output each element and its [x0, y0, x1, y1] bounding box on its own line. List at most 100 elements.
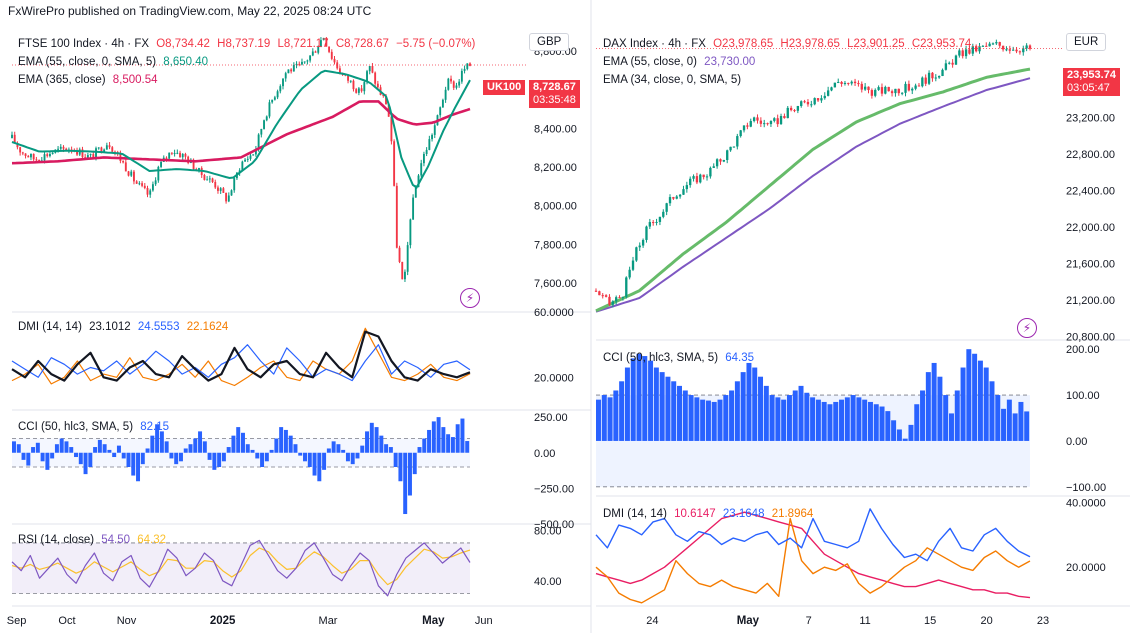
ftse-candle: [154, 180, 157, 185]
ftse-candle: [260, 128, 263, 135]
dax-candle: [1018, 51, 1022, 53]
dax-candle: [672, 197, 675, 199]
ftse-candle: [244, 159, 247, 162]
ftse-cci-bar: [159, 431, 164, 453]
dax-dmi-adx-line: [595, 511, 1031, 599]
ftse-cci-bar: [307, 452, 312, 467]
dax-cci-bar: [694, 397, 700, 441]
dax-cci-bar: [1018, 401, 1024, 441]
dax-cci-bar: [711, 401, 717, 441]
dax-candle: [638, 245, 641, 248]
dax-ytick-label: 22,800.00: [1066, 149, 1115, 161]
ftse-candle: [21, 152, 24, 154]
dax-cci-bar: [1006, 399, 1012, 441]
dax-cci-bar: [781, 399, 787, 441]
dax-cci-bar: [839, 399, 845, 441]
ftse-candle: [347, 74, 349, 81]
ftse-dmi-adx-line: [11, 330, 471, 382]
ftse-cci-ytick-label: 0.00: [534, 448, 555, 460]
ftse-rsi-legend: RSI (14, close) 54.50 64.32: [18, 531, 170, 549]
ftse-candle: [460, 70, 463, 82]
ftse-candle: [11, 134, 13, 139]
ftse-currency-button[interactable]: GBP: [529, 33, 570, 51]
dax-candle: [719, 159, 722, 162]
ftse-symbol-tag: UK100: [483, 80, 526, 95]
dax-ytick-label: 21,600.00: [1066, 258, 1115, 270]
dax-cci-value: 64.35: [725, 352, 755, 364]
ftse-low: L8,721.17: [277, 38, 329, 50]
ftse-candle: [46, 154, 49, 157]
ftse-cci-bar: [436, 417, 441, 453]
ftse-cci-bar: [365, 431, 370, 453]
dax-candle: [732, 146, 736, 148]
ftse-candle: [271, 99, 274, 103]
ftse-xtick-label: Mar: [319, 615, 338, 627]
dax-candle: [847, 82, 850, 84]
ftse-candle: [97, 147, 100, 149]
ftse-bolt-icon[interactable]: ⚡: [460, 288, 480, 308]
dax-candle: [944, 63, 948, 70]
dax-candle: [662, 211, 665, 217]
ftse-candle: [444, 89, 447, 100]
dax-currency-button[interactable]: EUR: [1066, 33, 1107, 51]
dax-candle: [641, 239, 645, 246]
dax-candle: [695, 176, 699, 183]
ftse-candle: [59, 146, 62, 149]
ftse-candle: [360, 88, 363, 92]
publisher-credit: FxWirePro published on TradingView.com, …: [8, 4, 372, 18]
ftse-candle: [455, 85, 458, 88]
dax-open: O23,978.65: [713, 38, 774, 50]
ftse-cci-bar: [59, 438, 64, 453]
dax-candle: [604, 295, 608, 297]
dax-candle: [749, 121, 752, 127]
ftse-legend: FTSE 100 Index · 4h · FX O8,734.42 H8,73…: [18, 35, 479, 89]
ftse-cci-bar: [455, 424, 460, 453]
ftse-candle: [357, 88, 360, 93]
ftse-cci-bar: [198, 431, 203, 453]
dax-candle: [1008, 49, 1011, 51]
dax-ytick-label: 22,400.00: [1066, 185, 1115, 197]
dax-candle: [598, 291, 601, 296]
dax-cci-bar: [659, 372, 665, 441]
ftse-candle: [30, 153, 32, 158]
dax-candle: [702, 174, 705, 178]
dax-candle: [766, 123, 769, 125]
ftse-candle: [76, 150, 78, 155]
dax-candle: [941, 69, 944, 77]
dax-cci-bar: [688, 395, 694, 441]
dax-dmi-v2: 23.1648: [722, 508, 765, 520]
dax-cci-bar: [954, 390, 960, 441]
dax-cci-bar: [723, 395, 729, 441]
dax-candle: [786, 107, 789, 119]
ftse-candle: [422, 153, 425, 164]
dax-cci-bar: [601, 395, 607, 441]
ftse-candle: [124, 162, 127, 172]
ftse-cci-bar: [312, 452, 317, 476]
dax-cci-bar: [908, 424, 914, 441]
dax-cci-bar: [856, 397, 862, 441]
ftse-close: C8,728.67: [335, 38, 389, 50]
dax-candle: [705, 176, 709, 178]
dax-cci-bar: [607, 397, 613, 441]
ftse-candle: [371, 66, 374, 73]
dax-cci-bar: [862, 399, 868, 441]
dax-candle: [843, 82, 847, 84]
dax-candle: [746, 125, 749, 127]
dax-cci-bar: [624, 367, 630, 441]
dax-cci-bar: [769, 395, 775, 441]
ftse-title: FTSE 100 Index · 4h · FX: [18, 38, 150, 50]
dax-candle: [682, 189, 685, 195]
dax-candle: [927, 72, 931, 84]
dax-dmi-v3: 21.8964: [771, 508, 814, 520]
dax-bolt-icon[interactable]: ⚡: [1017, 318, 1037, 338]
ftse-cci-bar: [54, 444, 59, 453]
dax-price-value: 23,953.74: [1067, 69, 1116, 81]
dax-cci-bar: [619, 381, 625, 441]
dax-xtick-label: 20: [980, 615, 992, 627]
dax-cci-legend: CCI (50, hlc3, SMA, 5) 64.35: [603, 349, 758, 367]
ftse-dmi-v3: 22.1624: [186, 321, 229, 333]
dax-candle: [739, 130, 742, 137]
ftse-candle: [374, 72, 377, 84]
dax-candle: [668, 197, 672, 204]
ftse-candle: [458, 81, 461, 86]
